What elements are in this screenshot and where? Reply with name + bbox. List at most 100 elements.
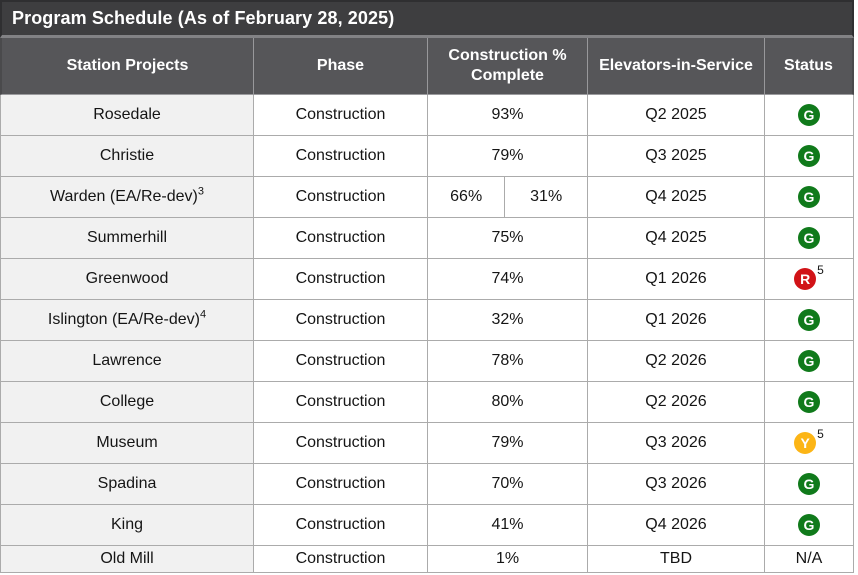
phase-cell: Construction	[254, 423, 428, 464]
title-row: Program Schedule (As of February 28, 202…	[0, 0, 855, 38]
table-row: College Construction 80% Q2 2026 G	[0, 382, 855, 423]
status-cell: G	[765, 300, 855, 341]
status-footnote-marker: 5	[817, 427, 824, 442]
complete-cell: 80%	[428, 382, 588, 423]
station-name: College	[99, 393, 155, 410]
status-g-icon: G	[798, 145, 820, 167]
complete-cell: 32%	[428, 300, 588, 341]
phase-cell: Construction	[254, 136, 428, 177]
phase-cell: Construction	[254, 95, 428, 136]
complete-cell: 79%	[428, 136, 588, 177]
complete-cell: 74%	[428, 259, 588, 300]
station-cell: Lawrence	[0, 341, 254, 382]
col-header-station-projects: Station Projects	[0, 38, 254, 95]
complete-cell: 79%	[428, 423, 588, 464]
station-cell: Museum	[0, 423, 254, 464]
station-cell: Warden (EA/Re-dev)3	[0, 177, 254, 218]
table-row: Old Mill Construction 1% TBD N/A	[0, 546, 855, 573]
status-footnote-marker: 5	[817, 263, 824, 278]
header-row: Station Projects Phase Construction % Co…	[0, 38, 855, 95]
station-cell: King	[0, 505, 254, 546]
col-header-construction-complete: Construction % Complete	[428, 38, 588, 95]
station-cell: Old Mill	[0, 546, 254, 573]
status-cell: G	[765, 505, 855, 546]
table-row: King Construction 41% Q4 2026 G	[0, 505, 855, 546]
status-cell: N/A	[765, 546, 855, 573]
station-name: Greenwood	[85, 270, 169, 287]
station-name: Old Mill	[100, 550, 154, 567]
station-cell: Spadina	[0, 464, 254, 505]
status-cell: G	[765, 464, 855, 505]
table-row: Rosedale Construction 93% Q2 2025 G	[0, 95, 855, 136]
table-body: Rosedale Construction 93% Q2 2025 G Christie C…	[0, 95, 855, 573]
station-name: Christie	[99, 147, 155, 164]
elevators-cell: Q2 2026	[588, 382, 765, 423]
status-cell: G	[765, 177, 855, 218]
table-row: Islington (EA/Re-dev)4 Construction 32% Q1 …	[0, 300, 855, 341]
table-title: Program Schedule (As of February 28, 202…	[0, 0, 855, 38]
col-header-elevators-in-service: Elevators-in-Service	[588, 38, 765, 95]
station-cell: Islington (EA/Re-dev)4	[0, 300, 254, 341]
elevators-cell: Q3 2025	[588, 136, 765, 177]
status-g-icon: G	[798, 104, 820, 126]
elevators-cell: Q4 2025	[588, 218, 765, 259]
phase-cell: Construction	[254, 382, 428, 423]
phase-cell: Construction	[254, 177, 428, 218]
status-g-icon: G	[798, 350, 820, 372]
status-g-icon: G	[798, 186, 820, 208]
elevators-cell: Q3 2026	[588, 423, 765, 464]
elevators-cell: Q4 2026	[588, 505, 765, 546]
phase-cell: Construction	[254, 505, 428, 546]
station-footnote-marker: 3	[197, 185, 205, 198]
complete-cell: 41%	[428, 505, 588, 546]
station-cell: Rosedale	[0, 95, 254, 136]
complete-value-left: 66%	[428, 177, 506, 217]
complete-cell: 70%	[428, 464, 588, 505]
phase-cell: Construction	[254, 259, 428, 300]
status-r-icon: R	[794, 268, 817, 290]
station-name: Warden (EA/Re-dev)	[49, 188, 198, 205]
status-y-icon: Y	[794, 432, 817, 454]
col-header-status: Status	[765, 38, 855, 95]
station-name: Lawrence	[92, 352, 162, 369]
status-cell: R5	[765, 259, 855, 300]
complete-cell: 75%	[428, 218, 588, 259]
status-cell: G	[765, 95, 855, 136]
complete-cell: 78%	[428, 341, 588, 382]
phase-cell: Construction	[254, 464, 428, 505]
phase-cell: Construction	[254, 218, 428, 259]
elevators-cell: Q1 2026	[588, 259, 765, 300]
station-name: Rosedale	[93, 106, 161, 123]
status-cell: G	[765, 341, 855, 382]
station-name: Museum	[96, 434, 158, 451]
status-g-icon: G	[798, 473, 820, 495]
complete-cell: 93%	[428, 95, 588, 136]
complete-cell: 1%	[428, 546, 588, 573]
status-g-icon: G	[798, 309, 820, 331]
station-name: Islington (EA/Re-dev)	[47, 311, 200, 328]
phase-cell: Construction	[254, 300, 428, 341]
status-g-icon: G	[798, 514, 820, 536]
station-name: Summerhill	[86, 229, 167, 246]
elevators-cell: Q1 2026	[588, 300, 765, 341]
table-row: Lawrence Construction 78% Q2 2026 G	[0, 341, 855, 382]
elevators-cell: Q4 2025	[588, 177, 765, 218]
table-row: Museum Construction 79% Q3 2026 Y5	[0, 423, 855, 464]
table-row: Christie Construction 79% Q3 2025 G	[0, 136, 855, 177]
station-name: Spadina	[97, 475, 157, 492]
table-row: Greenwood Construction 74% Q1 2026 R5	[0, 259, 855, 300]
elevators-cell: Q3 2026	[588, 464, 765, 505]
table-row: Warden (EA/Re-dev)3 Construction 66% 31% Q4 …	[0, 177, 855, 218]
elevators-cell: Q2 2025	[588, 95, 765, 136]
complete-cell: 66% 31%	[428, 177, 588, 218]
station-footnote-marker: 4	[199, 308, 207, 321]
phase-cell: Construction	[254, 341, 428, 382]
phase-cell: Construction	[254, 546, 428, 573]
elevators-cell: Q2 2026	[588, 341, 765, 382]
station-cell: Christie	[0, 136, 254, 177]
complete-value-right: 31%	[530, 188, 563, 205]
station-cell: Greenwood	[0, 259, 254, 300]
table-row: Spadina Construction 70% Q3 2026 G	[0, 464, 855, 505]
